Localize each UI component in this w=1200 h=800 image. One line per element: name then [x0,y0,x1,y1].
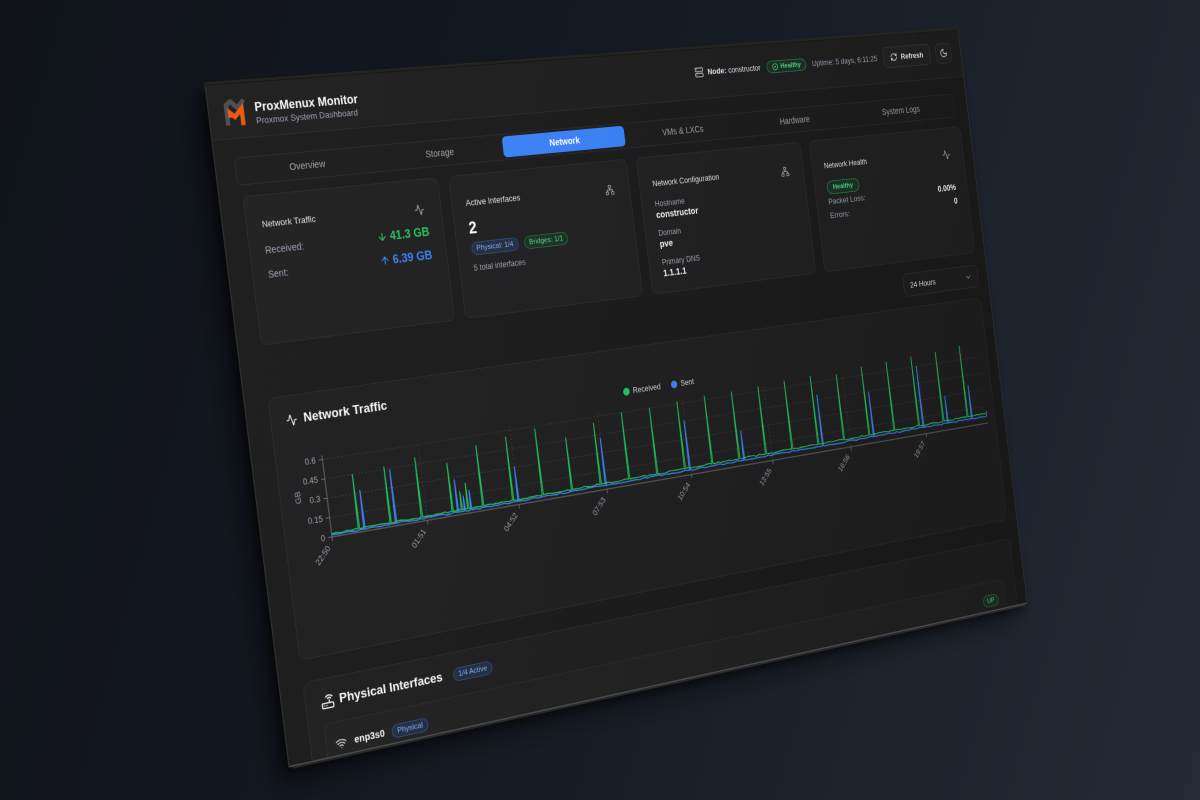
svg-text:07:53: 07:53 [591,495,608,517]
svg-text:10:54: 10:54 [676,480,692,502]
svg-text:16:56: 16:56 [836,452,851,473]
svg-text:0: 0 [320,533,326,544]
svg-text:0.6: 0.6 [304,455,316,467]
svg-text:04:52: 04:52 [502,511,520,534]
svg-text:19:57: 19:57 [912,439,926,460]
svg-text:01:51: 01:51 [410,527,428,550]
svg-text:0.3: 0.3 [309,494,321,506]
svg-text:13:55: 13:55 [758,466,774,487]
svg-text:22:50: 22:50 [313,543,332,567]
svg-text:GB: GB [293,491,304,505]
svg-text:0.45: 0.45 [302,475,318,487]
svg-text:0.15: 0.15 [307,513,323,526]
